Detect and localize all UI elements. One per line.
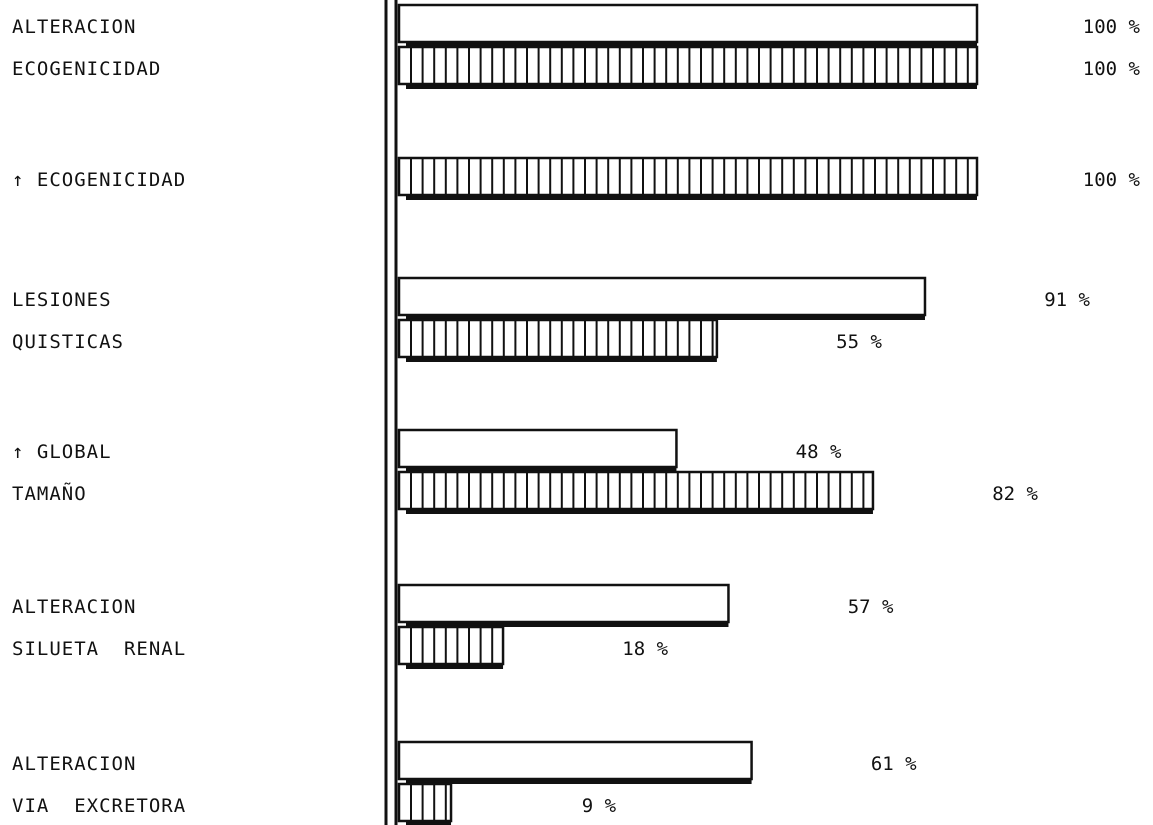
bar-striped bbox=[397, 470, 875, 511]
category-label: ALTERACION bbox=[12, 753, 136, 775]
category-label: TAMAÑO bbox=[12, 482, 87, 505]
value-label: 9 % bbox=[582, 795, 617, 817]
bar-striped bbox=[397, 318, 719, 359]
value-label: 91 % bbox=[1044, 289, 1090, 311]
category-label: ALTERACION bbox=[12, 596, 136, 618]
category-label: ↑ GLOBAL bbox=[12, 441, 112, 463]
value-label: 57 % bbox=[848, 596, 894, 618]
category-label: QUISTICAS bbox=[12, 331, 124, 353]
category-label: ↑ ECOGENICIDAD bbox=[12, 169, 186, 191]
bar-striped bbox=[397, 782, 453, 823]
category-label: ALTERACION bbox=[12, 16, 136, 38]
category-label: ECOGENICIDAD bbox=[12, 58, 161, 80]
bar-plain bbox=[397, 428, 678, 469]
value-label: 100 % bbox=[1083, 169, 1141, 191]
value-label: 100 % bbox=[1083, 58, 1141, 80]
category-label: SILUETA RENAL bbox=[12, 638, 186, 660]
value-label: 48 % bbox=[796, 441, 842, 463]
bar-plain bbox=[397, 583, 730, 624]
value-label: 55 % bbox=[836, 331, 882, 353]
bar-plain bbox=[397, 3, 979, 44]
value-label: 61 % bbox=[871, 753, 917, 775]
category-label: LESIONES bbox=[12, 289, 112, 311]
bar-striped bbox=[397, 45, 979, 86]
bar-plain bbox=[397, 740, 753, 781]
bar-striped bbox=[397, 625, 505, 666]
value-label: 100 % bbox=[1083, 16, 1141, 38]
value-label: 18 % bbox=[622, 638, 668, 660]
value-label: 82 % bbox=[992, 483, 1038, 505]
bar-striped bbox=[397, 156, 979, 197]
bar-plain bbox=[397, 276, 927, 317]
category-label: VIA EXCRETORA bbox=[12, 795, 186, 817]
